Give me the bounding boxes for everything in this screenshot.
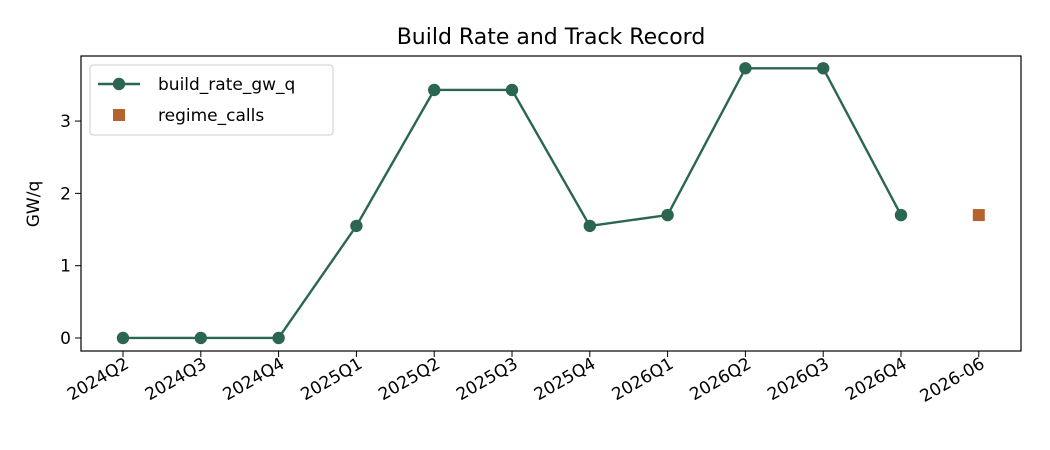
x-tick-label: 2025Q4 <box>531 354 599 405</box>
x-tick-label: 2024Q3 <box>142 354 210 405</box>
chart-title: Build Rate and Track Record <box>397 25 706 50</box>
x-tick-label: 2025Q1 <box>297 354 365 405</box>
legend-marker <box>112 77 126 91</box>
data-point <box>894 208 908 222</box>
x-axis: 2024Q2 2024Q3 2024Q4 2025Q1 2025Q2 2025Q3 2025… <box>64 351 988 407</box>
data-point <box>194 331 207 345</box>
data-point <box>272 331 285 345</box>
y-axis-label: GW/q <box>24 181 44 228</box>
legend-label: regime_calls <box>158 106 264 126</box>
y-tick-label: 0 <box>60 329 71 349</box>
y-tick-label: 3 <box>60 112 71 132</box>
x-tick-label: 2026Q3 <box>764 354 832 405</box>
data-point <box>428 83 441 97</box>
y-axis: 0 1 2 3 <box>60 112 81 349</box>
x-tick-label: 2024Q4 <box>220 354 288 405</box>
x-tick-label: 2026Q4 <box>842 354 910 405</box>
legend-entry: build_rate_gw_q <box>98 75 295 95</box>
series-build_rate_gw_q <box>116 62 908 345</box>
data-point <box>350 219 363 233</box>
series-layer <box>116 62 985 345</box>
x-tick-label: 2025Q2 <box>375 354 443 405</box>
data-point <box>972 209 985 222</box>
data-point <box>817 62 830 75</box>
legend-box <box>89 64 334 136</box>
legend-entry: regime_calls <box>113 106 264 126</box>
data-point <box>116 331 130 345</box>
legend-marker <box>113 109 125 121</box>
x-tick-label: 2026Q2 <box>686 354 754 405</box>
data-point <box>583 219 596 233</box>
x-tick-label: 2025Q3 <box>453 354 521 405</box>
data-point <box>739 62 752 75</box>
legend: build_rate_gw_q regime_calls <box>89 64 334 136</box>
series-regime_calls <box>972 209 985 222</box>
x-tick-label: 2026Q1 <box>609 354 677 405</box>
x-tick-label: 2024Q2 <box>64 354 132 405</box>
legend-label: build_rate_gw_q <box>158 75 295 95</box>
x-tick-label: 2026-06 <box>917 354 989 407</box>
data-point <box>505 83 519 97</box>
y-tick-label: 2 <box>60 184 71 204</box>
data-point <box>661 208 674 222</box>
y-tick-label: 1 <box>60 257 71 277</box>
